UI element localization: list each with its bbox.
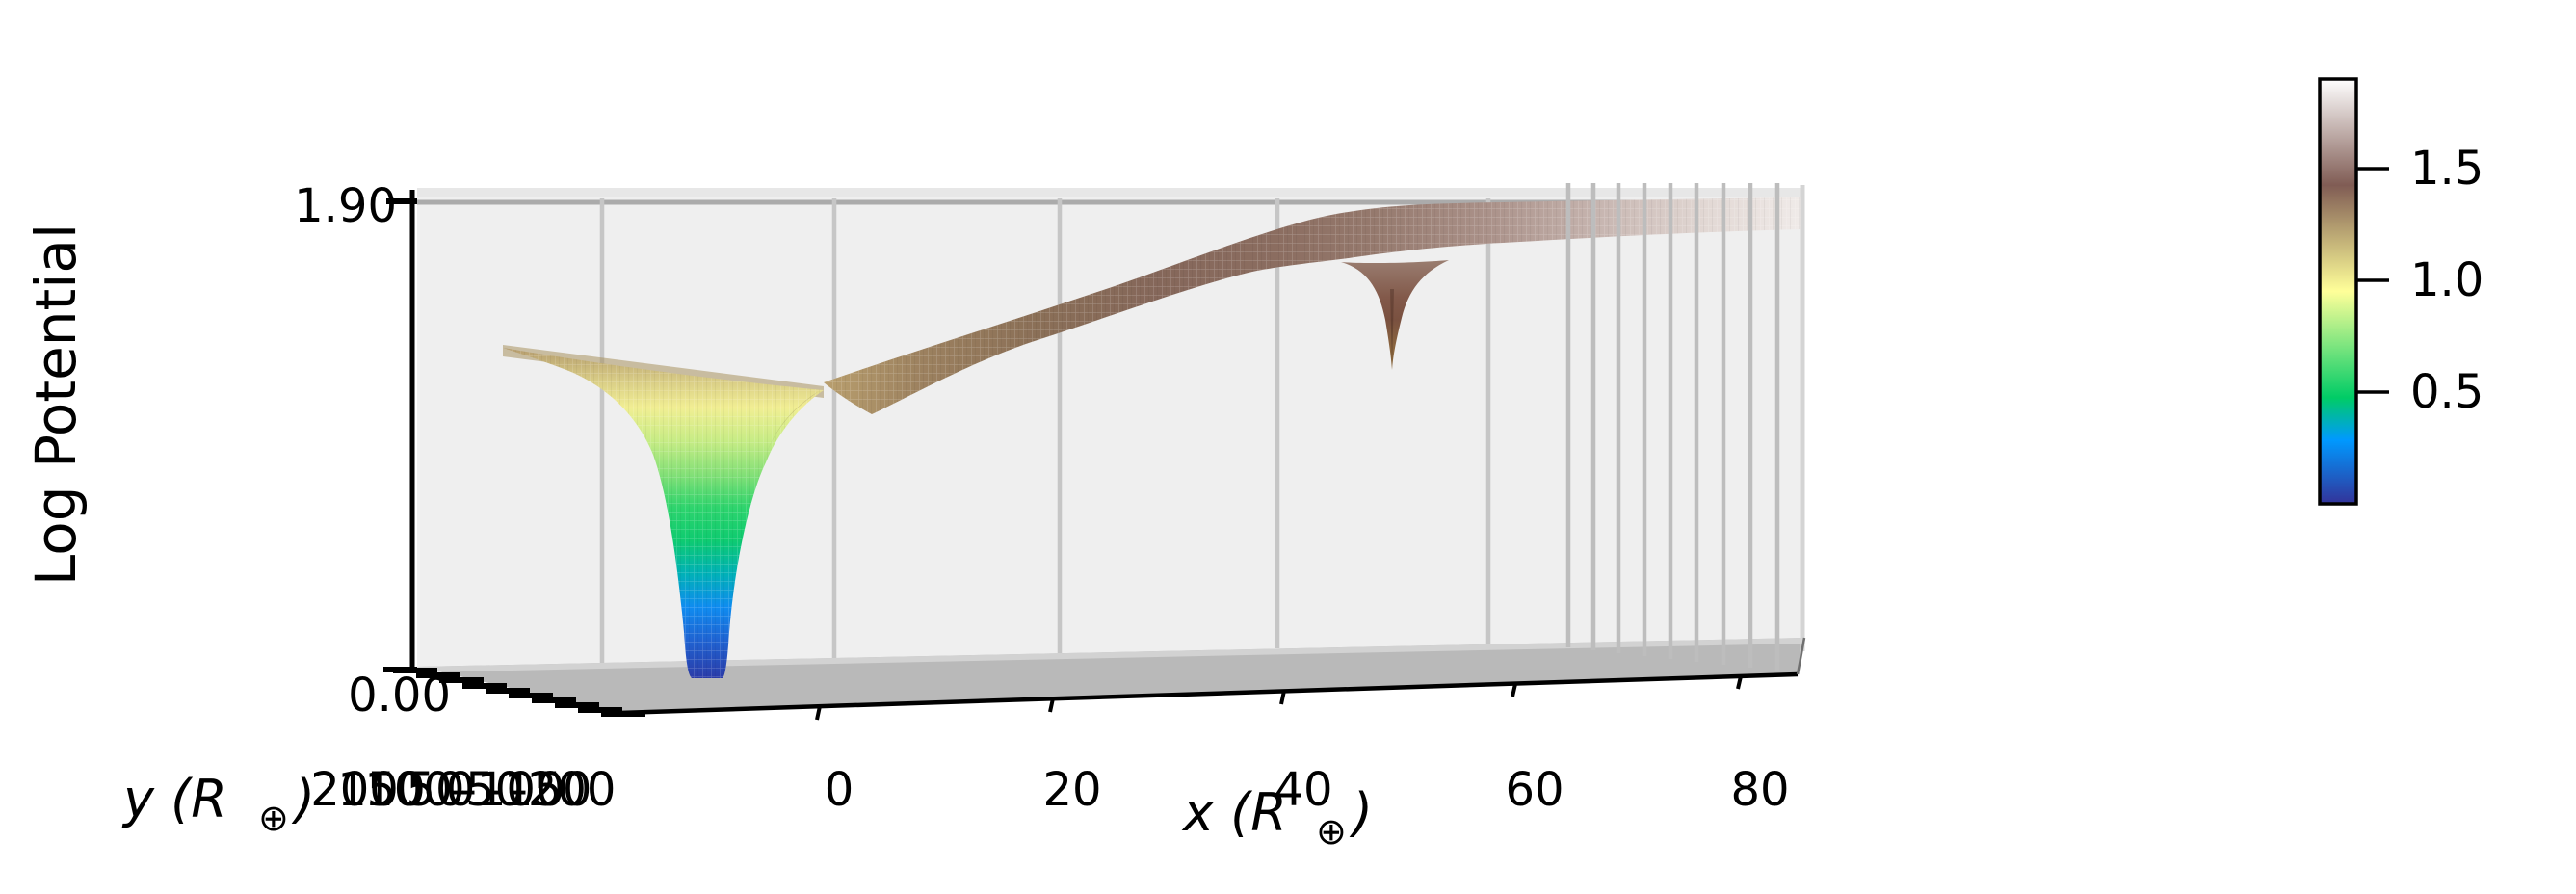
- x-gridlines: [599, 198, 1491, 663]
- x-tick-0: 0: [825, 763, 854, 817]
- x-tick-80: 80: [1730, 763, 1789, 817]
- x-axis-label-pre: x (R: [1181, 782, 1287, 843]
- y-axis-label: y (R ⊕ ): [121, 769, 315, 839]
- spike-center-shade: [1390, 289, 1394, 370]
- y-axis-label-post: ): [291, 769, 315, 829]
- earth-radius-symbol-y: ⊕: [258, 797, 289, 839]
- x-tick-60: 60: [1505, 763, 1564, 817]
- y-axis-label-pre: y (R: [121, 769, 227, 829]
- pane-top-edge: [417, 188, 1804, 197]
- box-front-right-edge: [1796, 637, 1806, 675]
- y-tick-150: 150: [337, 763, 426, 817]
- z-tick-label-max: 1.90: [294, 179, 397, 233]
- back-wall-pane: [417, 190, 1804, 667]
- y-tick-m150: -150: [487, 763, 592, 817]
- y-tick-m200: -200: [512, 763, 617, 817]
- y-tick-50: 50: [406, 763, 464, 817]
- z-tick-label-min: 0.00: [348, 669, 451, 723]
- z-axis: [383, 190, 417, 672]
- y-axis-tick-labels: 200 150 100 50 0 -50 -100 -150 -200: [310, 763, 616, 817]
- y-tick-m50: -50: [449, 763, 524, 817]
- colorbar-tick-marks: [2356, 167, 2389, 394]
- potential-surface: [503, 197, 1802, 678]
- colorbar-gradient-bar: [2318, 77, 2358, 506]
- plot-box: [417, 188, 1804, 713]
- x-tick-20: 20: [1042, 763, 1101, 817]
- x-tick-40: 40: [1274, 763, 1332, 817]
- y-tick-0: 0: [446, 763, 476, 817]
- colorbar-tick-1p0: 1.0: [2410, 253, 2484, 307]
- x-axis-tick-marks: [815, 675, 1743, 721]
- y-tick-m100: -100: [460, 763, 565, 817]
- colorbar-tick-1p5: 1.5: [2410, 142, 2484, 196]
- x-axis-label-post: ): [1349, 782, 1373, 843]
- z-axis-label: Log Potential: [23, 224, 89, 586]
- colorbar-tick-0p5: 0.5: [2410, 365, 2484, 419]
- floor-pane: [417, 638, 1804, 713]
- colorbar: 1.5 1.0 0.5: [2318, 77, 2484, 506]
- y-tick-100: 100: [364, 763, 453, 817]
- floor-far-edge-highlight: [417, 638, 1804, 672]
- x-axis: [618, 637, 1806, 721]
- earth-radius-symbol-x: ⊕: [1316, 810, 1347, 853]
- x-axis-tick-labels: 0 20 40 60 80: [825, 763, 1790, 817]
- y-tick-200: 200: [310, 763, 399, 817]
- x-axis-label: x (R ⊕ ): [1181, 782, 1373, 853]
- x-axis-spine: [618, 671, 1799, 716]
- y-gridlines-right-wall: [1565, 183, 1780, 670]
